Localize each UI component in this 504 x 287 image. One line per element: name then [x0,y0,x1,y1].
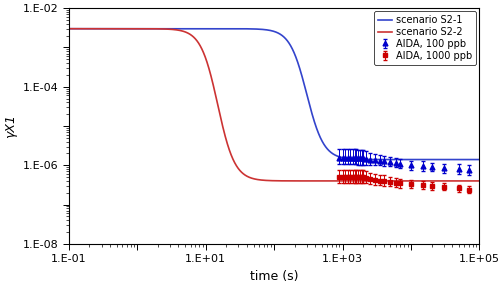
scenario S2-1 [403,158,409,161]
scenario S2-1 [223,27,229,30]
scenario S2-2 [333,179,339,183]
X-axis label: time (s): time (s) [250,270,298,283]
Legend: scenario S2-1, scenario S2-2, AIDA, 100 ppb, AIDA, 1000 ppb: scenario S2-1, scenario S2-2, AIDA, 100 … [374,11,476,65]
Line: scenario S2-2: scenario S2-2 [69,29,479,181]
scenario S2-2 [223,136,229,140]
Line: scenario S2-1: scenario S2-1 [69,29,479,160]
scenario S2-1 [476,158,482,161]
scenario S2-1 [66,27,72,30]
scenario S2-2 [141,27,147,30]
scenario S2-2 [403,179,409,183]
scenario S2-2 [476,179,482,183]
scenario S2-1 [141,27,147,30]
scenario S2-2 [372,179,378,183]
scenario S2-2 [312,179,318,183]
scenario S2-1 [372,158,378,161]
scenario S2-2 [66,27,72,30]
scenario S2-1 [333,154,339,157]
scenario S2-1 [312,122,318,125]
Y-axis label: γX1: γX1 [4,114,17,138]
